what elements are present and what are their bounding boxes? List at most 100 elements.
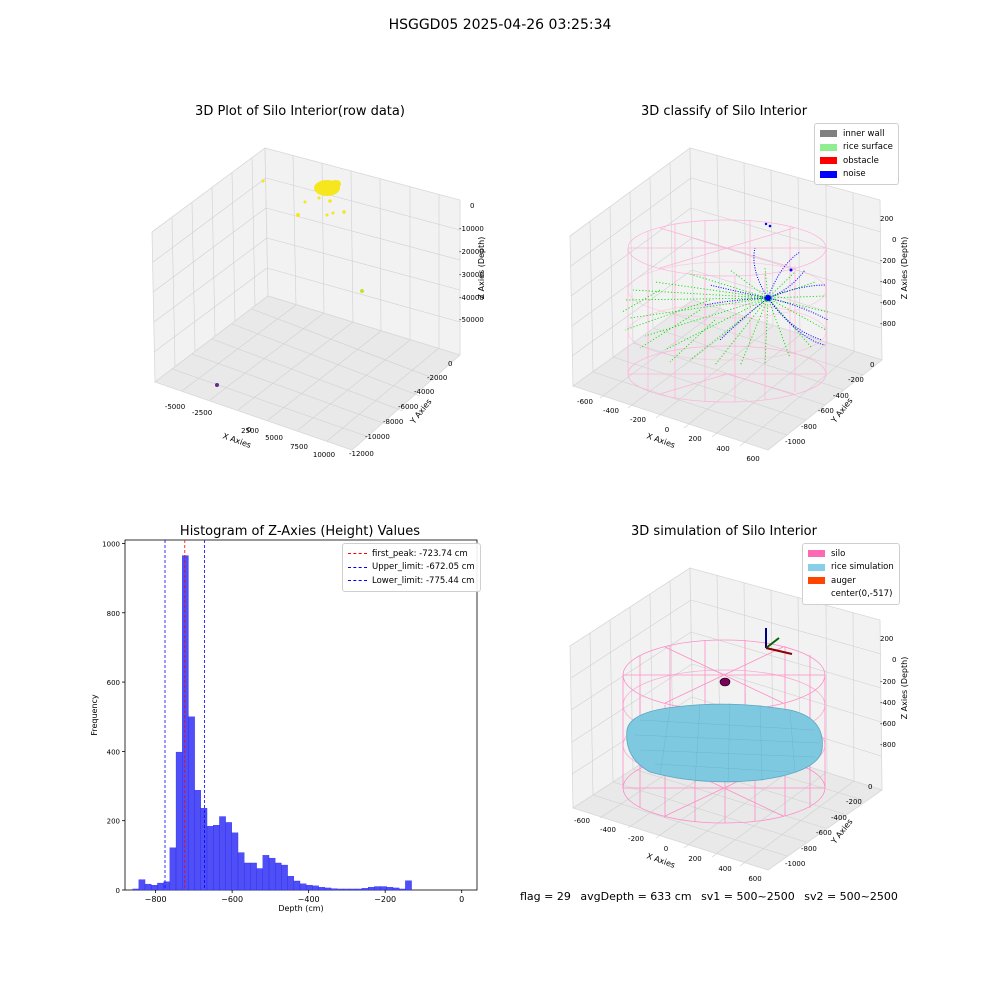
histogram-bar <box>244 862 251 891</box>
legend-label: Upper_limit: -672.05 cm <box>372 562 475 573</box>
panel2-title: 3D classify of Silo Interior <box>640 104 808 119</box>
legend-item-obstacle: obstacle <box>820 154 893 168</box>
legend-line <box>348 553 367 555</box>
p4-ztick: -400 <box>880 699 896 707</box>
p2-ztick: -200 <box>880 257 896 265</box>
p4-zlabel: Z Axies (Depth) <box>900 657 909 720</box>
legend-swatch <box>808 577 825 585</box>
legend-label: silo <box>831 548 846 559</box>
histogram-bar <box>138 879 146 891</box>
histogram-bar <box>200 808 208 891</box>
y-tick-label: 600 <box>107 679 120 687</box>
panel1-3d-plot: -5000 -2500 0 2500 5000 7500 10000 0 -20… <box>151 147 486 459</box>
p2-zlabel: Z Axies (Depth) <box>900 237 909 300</box>
p4-xtick: 200 <box>688 855 701 863</box>
p1-xtick: -5000 <box>165 403 185 411</box>
histogram-bar <box>324 887 332 891</box>
x-tick-label: −400 <box>298 895 320 904</box>
histogram-bar <box>399 888 406 891</box>
p2-xtick: -400 <box>603 407 619 415</box>
p4-xlabel: X Axies <box>645 851 676 870</box>
histogram-bar <box>355 888 363 891</box>
legend-label: auger <box>831 575 856 586</box>
p4-ytick: -600 <box>816 829 832 837</box>
legend-item-silo: silo <box>808 547 894 561</box>
histogram-bar <box>343 888 350 891</box>
histogram-bar <box>330 888 338 891</box>
p4-xtick: 0 <box>664 845 668 853</box>
p4-ztick: -600 <box>880 720 896 728</box>
histogram-bar <box>188 716 195 891</box>
p2-legend: inner wall rice surface obstacle noise <box>814 123 899 185</box>
p1-ytick: -4000 <box>414 388 434 396</box>
p4-legend: silo rice simulation auger center(0,-517… <box>802 543 900 605</box>
legend-label: first_peak: -723.74 cm <box>372 548 468 559</box>
histogram-bar <box>268 857 276 891</box>
p4-xtick: 600 <box>748 875 761 883</box>
legend-item-center: center(0,-517) <box>808 588 894 602</box>
histogram-bar <box>349 888 356 891</box>
legend-swatch <box>808 591 825 598</box>
x-tick-label: −600 <box>221 895 243 904</box>
p4-ytick: -1000 <box>785 860 805 868</box>
histogram-bar <box>151 884 158 891</box>
rice-simulation-surface <box>626 703 823 783</box>
histogram-bar <box>157 882 164 891</box>
histogram-bar <box>237 852 245 891</box>
p1-xtick: 5000 <box>265 434 283 442</box>
y-tick-label: 1000 <box>102 540 120 548</box>
histogram-bar <box>250 862 257 891</box>
p2-ytick: -1000 <box>785 438 805 446</box>
p1-ylabel: Y Axies <box>408 397 434 426</box>
histogram-bar <box>175 751 183 891</box>
legend-swatch <box>820 157 837 165</box>
p1-ztick: 0 <box>470 202 474 210</box>
histogram-bar <box>231 832 239 891</box>
histogram-bar <box>361 888 369 891</box>
auger-marker <box>719 677 731 687</box>
p1-xtick: 7500 <box>290 443 308 451</box>
legend-item-upper-limit: Upper_limit: -672.05 cm <box>348 561 475 575</box>
legend-label: noise <box>843 169 866 180</box>
p2-ytick: -800 <box>801 423 817 431</box>
histogram-bar <box>405 880 412 891</box>
y-tick-label: 400 <box>107 748 120 756</box>
histogram-bar <box>182 555 189 891</box>
p1-xtick: 0 <box>247 426 251 434</box>
panel3-histogram: −800 −600 −400 −200 0 0 200 400 600 800 1000 Dept… <box>90 539 478 913</box>
p4-ytick: -200 <box>846 798 862 806</box>
p1-ztick: -10000 <box>459 225 484 233</box>
p4-ytick: -400 <box>831 814 847 822</box>
p1-ztick: -30000 <box>459 271 484 279</box>
histogram-bar <box>306 884 313 891</box>
figure-title: HSGGD05 2025-04-26 03:25:34 <box>388 17 612 33</box>
x-tick-label: −800 <box>145 895 167 904</box>
legend-swatch <box>820 143 837 151</box>
histogram-bar <box>368 887 375 891</box>
legend-item-lower-limit: Lower_limit: -775.44 cm <box>348 574 475 588</box>
flag-value: flag = 29 <box>520 890 571 903</box>
p2-ztick: 200 <box>880 215 893 223</box>
legend-line <box>348 580 367 582</box>
histogram-bar <box>169 847 177 891</box>
histogram-bar <box>213 825 220 891</box>
p1-ytick: 0 <box>448 360 452 368</box>
histogram-bar <box>206 826 214 891</box>
legend-label: obstacle <box>843 155 879 166</box>
p2-xlabel: X Axies <box>645 431 676 450</box>
p1-zlabel: Z Axies (Depth) <box>477 237 486 300</box>
p1-xtick: 10000 <box>313 451 335 459</box>
histogram-bar <box>380 886 387 891</box>
histogram-bar <box>281 864 288 891</box>
avg-depth-value: avgDepth = 633 cm <box>580 890 692 903</box>
sv2-value: sv2 = 500~2500 <box>804 890 898 903</box>
p2-ztick: -800 <box>880 320 896 328</box>
p2-ytick: -200 <box>848 376 864 384</box>
legend-item-auger: auger <box>808 574 894 588</box>
legend-label: rice surface <box>843 142 893 153</box>
p1-ytick: -2000 <box>427 374 447 382</box>
p4-ytick: -800 <box>801 845 817 853</box>
p3-legend: first_peak: -723.74 cm Upper_limit: -672… <box>342 543 481 592</box>
histogram-bar <box>293 880 301 891</box>
p1-ytick: -10000 <box>365 433 390 441</box>
